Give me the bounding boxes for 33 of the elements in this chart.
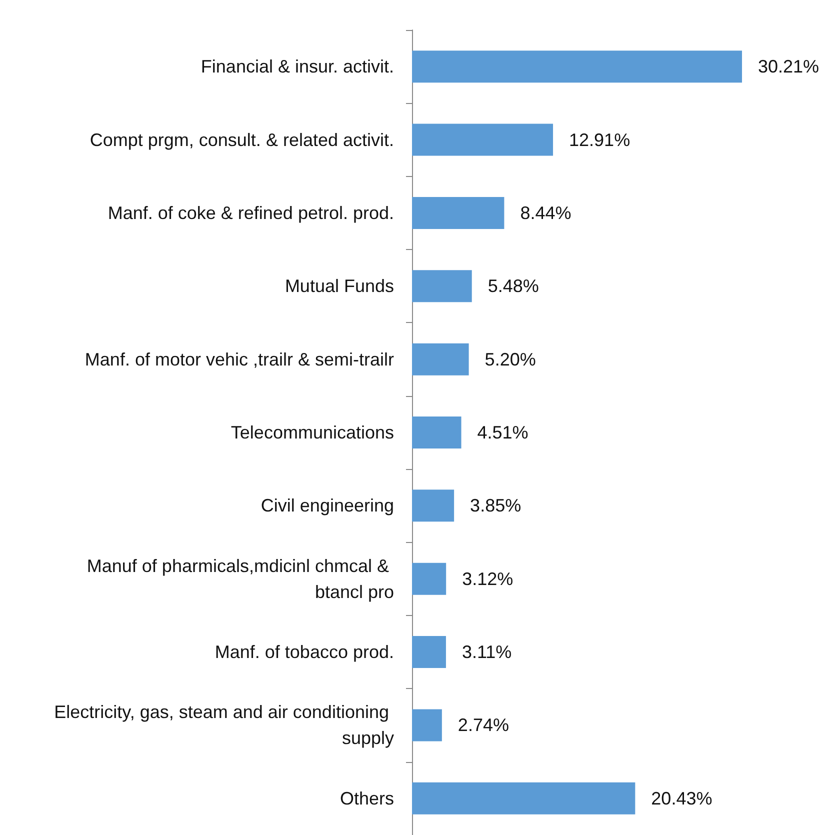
bar bbox=[412, 124, 554, 156]
y-tick-label: Financial & insur. activit. bbox=[200, 56, 394, 77]
bar bbox=[412, 416, 462, 448]
bar bbox=[412, 50, 742, 83]
data-label: 8.44% bbox=[520, 202, 572, 223]
y-tick-label: Manf. of coke & refined petrol. prod. bbox=[108, 202, 394, 223]
y-tick-label: Others bbox=[340, 788, 394, 808]
data-label: 3.12% bbox=[462, 568, 514, 589]
data-label: 12.91% bbox=[569, 130, 630, 150]
data-label: 20.43% bbox=[651, 788, 712, 808]
bar bbox=[412, 709, 442, 742]
y-tick-label: Manuf of pharmicals,mdicinl chmcal & btancl pro bbox=[86, 556, 394, 602]
bar bbox=[412, 782, 636, 814]
data-label: 5.20% bbox=[484, 349, 536, 370]
y-tick-label: Civil engineering bbox=[260, 496, 394, 516]
y-tick-label: Manf. of tobacco prod. bbox=[214, 642, 394, 662]
y-tick-label: Compt prgm, consult. & related activit. bbox=[90, 130, 394, 150]
data-label: 2.74% bbox=[458, 715, 509, 736]
bar bbox=[412, 343, 469, 376]
bar bbox=[412, 562, 446, 595]
data-label: 3.11% bbox=[462, 642, 512, 662]
y-tick-label: Manf. of motor vehic ,trailr & semi-trailr bbox=[84, 349, 394, 370]
bar bbox=[412, 270, 472, 302]
data-label: 3.85% bbox=[470, 496, 522, 516]
bar bbox=[412, 490, 454, 522]
data-label: 4.51% bbox=[477, 422, 528, 442]
data-label: 5.48% bbox=[488, 276, 539, 296]
y-tick-label: Electricity, gas, steam and air conditioning supply bbox=[54, 702, 394, 748]
y-tick-label: Telecommunications bbox=[230, 422, 394, 442]
bar bbox=[412, 196, 504, 229]
data-label: 30.21% bbox=[758, 56, 820, 77]
y-tick-label: Mutual Funds bbox=[284, 276, 394, 296]
bar bbox=[412, 636, 446, 668]
